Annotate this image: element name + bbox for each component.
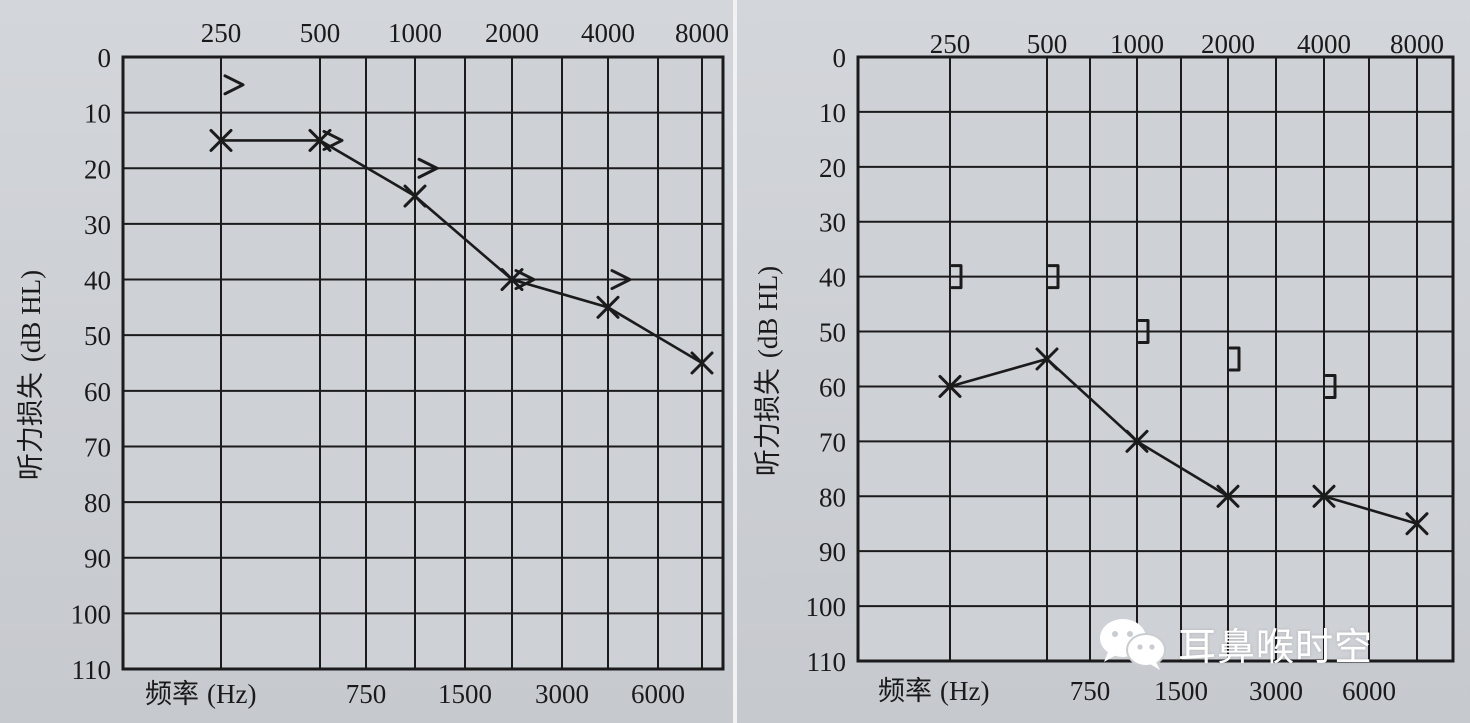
- bottom-frequency-label: 3000: [535, 679, 589, 709]
- data-point-marker: [223, 74, 245, 96]
- data-point-marker: [1216, 484, 1240, 508]
- data-point-marker: [1405, 512, 1429, 536]
- y-axis-title-text: 听力损失: [753, 368, 784, 476]
- audiogram-right-chart: 0 10 20 30 40 50 60 70 80 90 100 110 250 500 1000 2000 4…: [753, 29, 1455, 707]
- y-axis-unit: (dB HL): [753, 266, 783, 358]
- data-point-marker: [403, 184, 427, 208]
- series-line: [949, 357, 1418, 525]
- data-point-marker: [596, 295, 620, 319]
- y-tick-label: 90: [84, 544, 111, 574]
- plot-frame: [121, 55, 725, 671]
- top-frequency-label: 250: [201, 18, 242, 48]
- data-point-marker: [1228, 346, 1241, 372]
- data-point-marker: [1324, 373, 1337, 399]
- bottom-frequency-label: 1500: [1154, 676, 1208, 706]
- data-point-marker: [417, 157, 439, 179]
- y-tick-label: 30: [84, 210, 111, 240]
- y-tick-label: 40: [819, 263, 846, 293]
- top-frequency-label: 500: [1027, 29, 1068, 59]
- data-point-marker: [690, 351, 714, 375]
- audiogram-right-panel: 0 10 20 30 40 50 60 70 80 90 100 110 250 500 1000 2000 4…: [735, 0, 1470, 723]
- y-axis-title: 听力损失 (dB HL): [753, 266, 784, 476]
- y-tick-label: 20: [819, 153, 846, 183]
- top-frequency-label: 2000: [1201, 29, 1255, 59]
- y-tick-label: 110: [807, 647, 847, 677]
- series-line: [221, 139, 703, 365]
- y-tick-label: 60: [819, 372, 846, 402]
- top-frequency-label: 4000: [1297, 29, 1351, 59]
- audiogram-left-chart: 0 10 20 30 40 50 60 70 80 90 100 110 250 500 1000 2000 4…: [16, 18, 729, 710]
- x-axis-title-text: 频率: [878, 676, 932, 707]
- y-tick-label: 10: [84, 99, 111, 129]
- y-tick-label: 0: [98, 43, 112, 73]
- top-frequency-label: 500: [300, 18, 341, 48]
- y-tick-label: 10: [819, 98, 846, 128]
- bottom-frequency-label: 750: [1070, 676, 1111, 706]
- y-tick-label: 50: [819, 318, 846, 348]
- data-point-marker: [1312, 484, 1336, 508]
- data-point-marker: [209, 128, 233, 152]
- watermark-text: 耳鼻喉时空: [1178, 624, 1374, 669]
- y-tick-label: 110: [72, 655, 112, 685]
- x-axis-unit: (Hz): [940, 676, 989, 706]
- y-tick-label: 100: [806, 592, 847, 622]
- y-axis-title-text: 听力损失: [16, 372, 47, 480]
- data-point-marker: [938, 374, 962, 398]
- data-point-marker: [1137, 319, 1150, 345]
- y-tick-label: 40: [84, 266, 111, 296]
- data-point-marker: [610, 269, 632, 291]
- x-axis-unit: (Hz): [207, 679, 256, 709]
- y-tick-label: 90: [819, 537, 846, 567]
- wechat-icon: [1100, 619, 1166, 670]
- bottom-frequency-label: 1500: [438, 679, 492, 709]
- y-tick-label: 20: [84, 154, 111, 184]
- y-tick-label: 70: [84, 432, 111, 462]
- top-frequency-label: 250: [930, 29, 971, 59]
- top-frequency-label: 1000: [388, 18, 442, 48]
- x-axis-title: 频率 (Hz): [878, 676, 989, 707]
- x-axis-title: 频率 (Hz): [145, 679, 256, 710]
- plot-area: [123, 57, 723, 669]
- bottom-frequency-label: 6000: [631, 679, 685, 709]
- data-point-marker: [950, 264, 963, 290]
- y-tick-label: 80: [84, 488, 111, 518]
- watermark: 耳鼻喉时空: [1096, 613, 1373, 673]
- y-tick-label: 30: [819, 208, 846, 238]
- data-point-marker: [514, 269, 536, 291]
- bottom-frequency-label: 6000: [1342, 676, 1396, 706]
- data-point-marker: [322, 129, 344, 151]
- audiogram-left-panel: 0 10 20 30 40 50 60 70 80 90 100 110 250 500 1000 2000 4…: [16, 18, 729, 710]
- data-point-marker: [1035, 347, 1059, 371]
- data-point-marker: [1125, 429, 1149, 453]
- y-tick-label: 60: [84, 377, 111, 407]
- bottom-frequency-label: 3000: [1249, 676, 1303, 706]
- bottom-frequency-label: 750: [346, 679, 387, 709]
- y-tick-label: 70: [819, 427, 846, 457]
- top-frequency-label: 8000: [675, 18, 729, 48]
- y-tick-label: 80: [819, 482, 846, 512]
- top-frequency-label: 1000: [1110, 29, 1164, 59]
- y-tick-label: 100: [71, 599, 112, 629]
- y-axis-unit: (dB HL): [16, 270, 46, 362]
- panel-divider: [733, 0, 737, 723]
- x-axis-title-text: 频率: [145, 679, 199, 710]
- y-tick-label: 50: [84, 321, 111, 351]
- y-tick-label: 0: [833, 43, 847, 73]
- top-frequency-label: 2000: [485, 18, 539, 48]
- plot-area: [858, 57, 1453, 661]
- y-axis-title: 听力损失 (dB HL): [16, 270, 47, 480]
- data-point-marker: [1047, 264, 1060, 290]
- top-frequency-label: 4000: [581, 18, 635, 48]
- top-frequency-label: 8000: [1390, 29, 1444, 59]
